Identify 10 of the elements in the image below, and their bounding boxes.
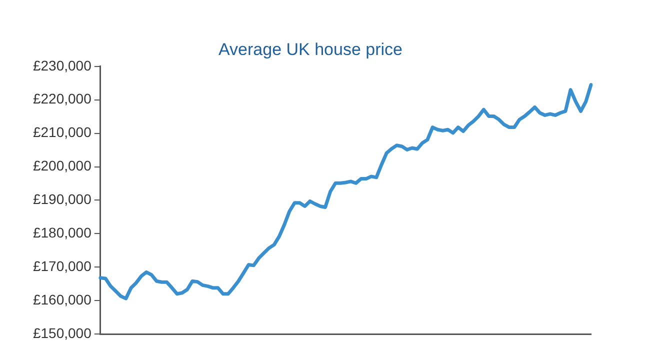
chart-title: Average UK house price [218, 40, 402, 59]
y-tick-label: £170,000 [32, 258, 92, 274]
y-tick-label: £180,000 [32, 224, 92, 241]
y-tick-label: £230,000 [32, 57, 92, 74]
y-tick-label: £200,000 [32, 158, 92, 174]
y-tick-label: £150,000 [32, 324, 92, 341]
y-tick-label: £160,000 [32, 291, 92, 308]
y-tick-label: £220,000 [32, 90, 92, 107]
y-tick-label: £210,000 [32, 124, 92, 140]
y-tick-label: £190,000 [32, 191, 92, 208]
